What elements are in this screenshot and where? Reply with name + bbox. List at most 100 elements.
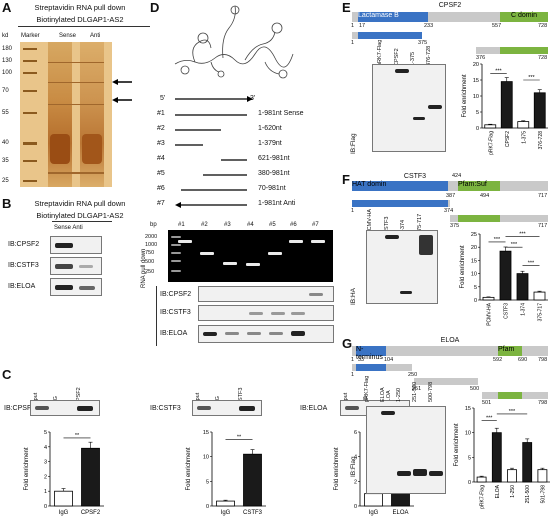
f-pos-387: 387 (446, 193, 456, 199)
d-three-prime: 3' (250, 95, 256, 102)
panel-a-kd: kd (2, 33, 9, 39)
f-pos-717: 717 (538, 193, 548, 199)
y-tick-label: 10 (465, 431, 471, 437)
x-tick-label: CSTF3 (504, 303, 510, 319)
bar-CSTF3 (243, 453, 262, 507)
y-tick-label: 0 (44, 504, 47, 510)
c1-ib: IB:CPSF2 (4, 405, 36, 412)
panel-b-divider (52, 221, 112, 222)
sig-label: *** (494, 237, 501, 243)
chart-c1: 0 1 2 3 4 5 Fold enrichment IgG CPSF2 ** (24, 430, 104, 516)
e-protein-bar (352, 12, 548, 22)
g-frag2-bar (414, 378, 478, 385)
marker-25: 25 (2, 178, 9, 184)
marker-40: 40 (2, 140, 9, 146)
x-tick-label: CPSF2 (505, 131, 511, 147)
e-pos-1: 1 (351, 23, 355, 29)
d-ib-cstf3: IB:CSTF3 (160, 309, 191, 316)
g-domain-pfam: Pfam (498, 346, 522, 356)
blot-b-cstf3 (50, 257, 102, 275)
g-pos-592: 592 (493, 357, 503, 363)
d-ib-eloa: IB:ELOA (160, 330, 188, 337)
y-tick-label: 6 (354, 430, 357, 436)
y-axis-title: Fold enrichment (334, 447, 340, 490)
blot-b-eloa (50, 278, 102, 296)
y-tick-label: 4 (44, 445, 47, 451)
panel-f-label: F (342, 172, 350, 187)
bar-IgG (216, 500, 235, 507)
e-frag2-start: 376 (476, 55, 486, 61)
d-lane-6: #6 (290, 222, 297, 228)
g-protein-bar (352, 346, 548, 356)
panel-b-ib-cstf3: IB:CSTF3 (8, 262, 39, 269)
e-pos-728: 728 (538, 23, 548, 29)
x-tick-label: ELOA (392, 510, 408, 516)
d-construct-1-id: #1 (157, 110, 165, 117)
y-axis-title: Fold enrichment (186, 447, 192, 490)
y-tick-label: 20 (471, 245, 477, 251)
g-lane-1: ELOA (380, 387, 386, 402)
f-domain-pfam: Pfam:Suf (458, 181, 500, 191)
blot-c2 (192, 400, 262, 416)
x-tick-label: CPSF2 (81, 510, 101, 516)
f-frag1-bar (352, 200, 450, 207)
d-bp: bp (150, 222, 157, 228)
d-bp-750: 750 (145, 250, 155, 256)
bar-pRK7-Flag (484, 124, 497, 129)
arrow-icons (112, 79, 132, 103)
d-construct-3-id: #3 (157, 140, 165, 147)
sig-label: *** (509, 409, 516, 415)
y-tick-label: 10 (471, 272, 477, 278)
d-construct-6-id: #6 (157, 185, 165, 192)
y-axis-title: Fold enrichment (460, 245, 466, 288)
panel-a-label: A (2, 0, 12, 15)
g-lane-0: pRK7-Flag (364, 375, 370, 402)
x-tick-label: PCMV-HA (487, 302, 493, 325)
x-tick-label: pRK7-Flag (480, 485, 486, 509)
y-tick-label: 0 (476, 126, 479, 132)
g-pos-690: 690 (518, 357, 528, 363)
blot-e (372, 64, 446, 152)
d-construct-4-desc: 621-981nt (258, 155, 290, 162)
g-frag2-end: 500 (470, 386, 480, 392)
panel-b-title-1: Streptavidin RNA pull down (34, 199, 126, 208)
e-frag2-bar (476, 47, 548, 54)
g-frag1-start: 1 (351, 372, 355, 378)
g-pos-1: 1 (351, 357, 355, 363)
blot-c1 (30, 400, 100, 416)
blot-d-cpsf2 (198, 286, 334, 302)
y-tick-label: 5 (44, 430, 47, 436)
g-frag1-bar (352, 364, 412, 371)
panel-e-label: E (342, 0, 351, 15)
d-construct-7-desc: 1-981nt Anti (258, 200, 296, 207)
d-lane-4: #4 (247, 222, 254, 228)
d-bp-500: 500 (145, 259, 155, 265)
e-frag2-end: 728 (538, 55, 548, 61)
x-tick-label: 1-375 (521, 131, 527, 144)
d-construct-4-id: #4 (157, 155, 165, 162)
blot-f (366, 230, 438, 304)
y-tick-label: 25 (471, 232, 477, 238)
bar-501-798 (537, 469, 548, 483)
d-lane-1: #1 (178, 222, 185, 228)
g-frag3-end: 798 (538, 400, 548, 406)
panel-a-title-2: Biotinylated DLGAP1-AS2 (36, 15, 124, 24)
x-tick-label: CSTF3 (243, 510, 263, 516)
f-frag1-end: 374 (444, 208, 454, 214)
d-construct-3-desc: 1-379nt (258, 140, 282, 147)
f-ib: IB:HA (350, 288, 357, 305)
g-frag3-bar (482, 392, 548, 399)
g-pos-33: 33 (358, 357, 365, 363)
bar-375-717 (533, 291, 546, 301)
panel-a-lane-marker: Marker (21, 33, 40, 39)
d-lane-2: #2 (201, 222, 208, 228)
x-tick-label: IgG (369, 510, 379, 516)
bar-IgG (54, 490, 73, 507)
e-frag1-bar (352, 32, 422, 39)
bar-IgG (364, 493, 383, 507)
panel-d-label: D (150, 0, 160, 15)
sig-label: *** (511, 242, 518, 248)
d-lane-5: #5 (269, 222, 276, 228)
y-tick-label: 5 (468, 455, 471, 461)
marker-100: 100 (2, 70, 13, 76)
